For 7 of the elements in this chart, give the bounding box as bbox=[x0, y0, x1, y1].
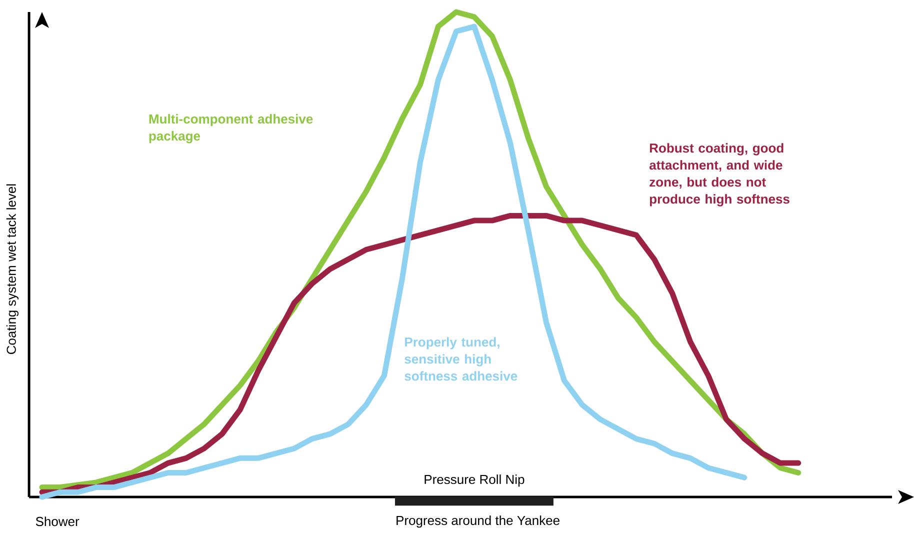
text: Shower bbox=[36, 516, 80, 526]
annotation: Pressure Roll Nip bbox=[424, 474, 524, 487]
text: Robust coating, good attachment, and wide zone, but does not produce high softness bbox=[649, 143, 790, 206]
text: Multi-component adhesive package bbox=[149, 114, 313, 144]
y-axis-title: Coating system wet tack level bbox=[6, 184, 19, 354]
series-label: Properly tuned, sensitive high softness adhesive bbox=[404, 337, 518, 381]
x-axis-title: Progress around the Yankee bbox=[396, 516, 560, 528]
